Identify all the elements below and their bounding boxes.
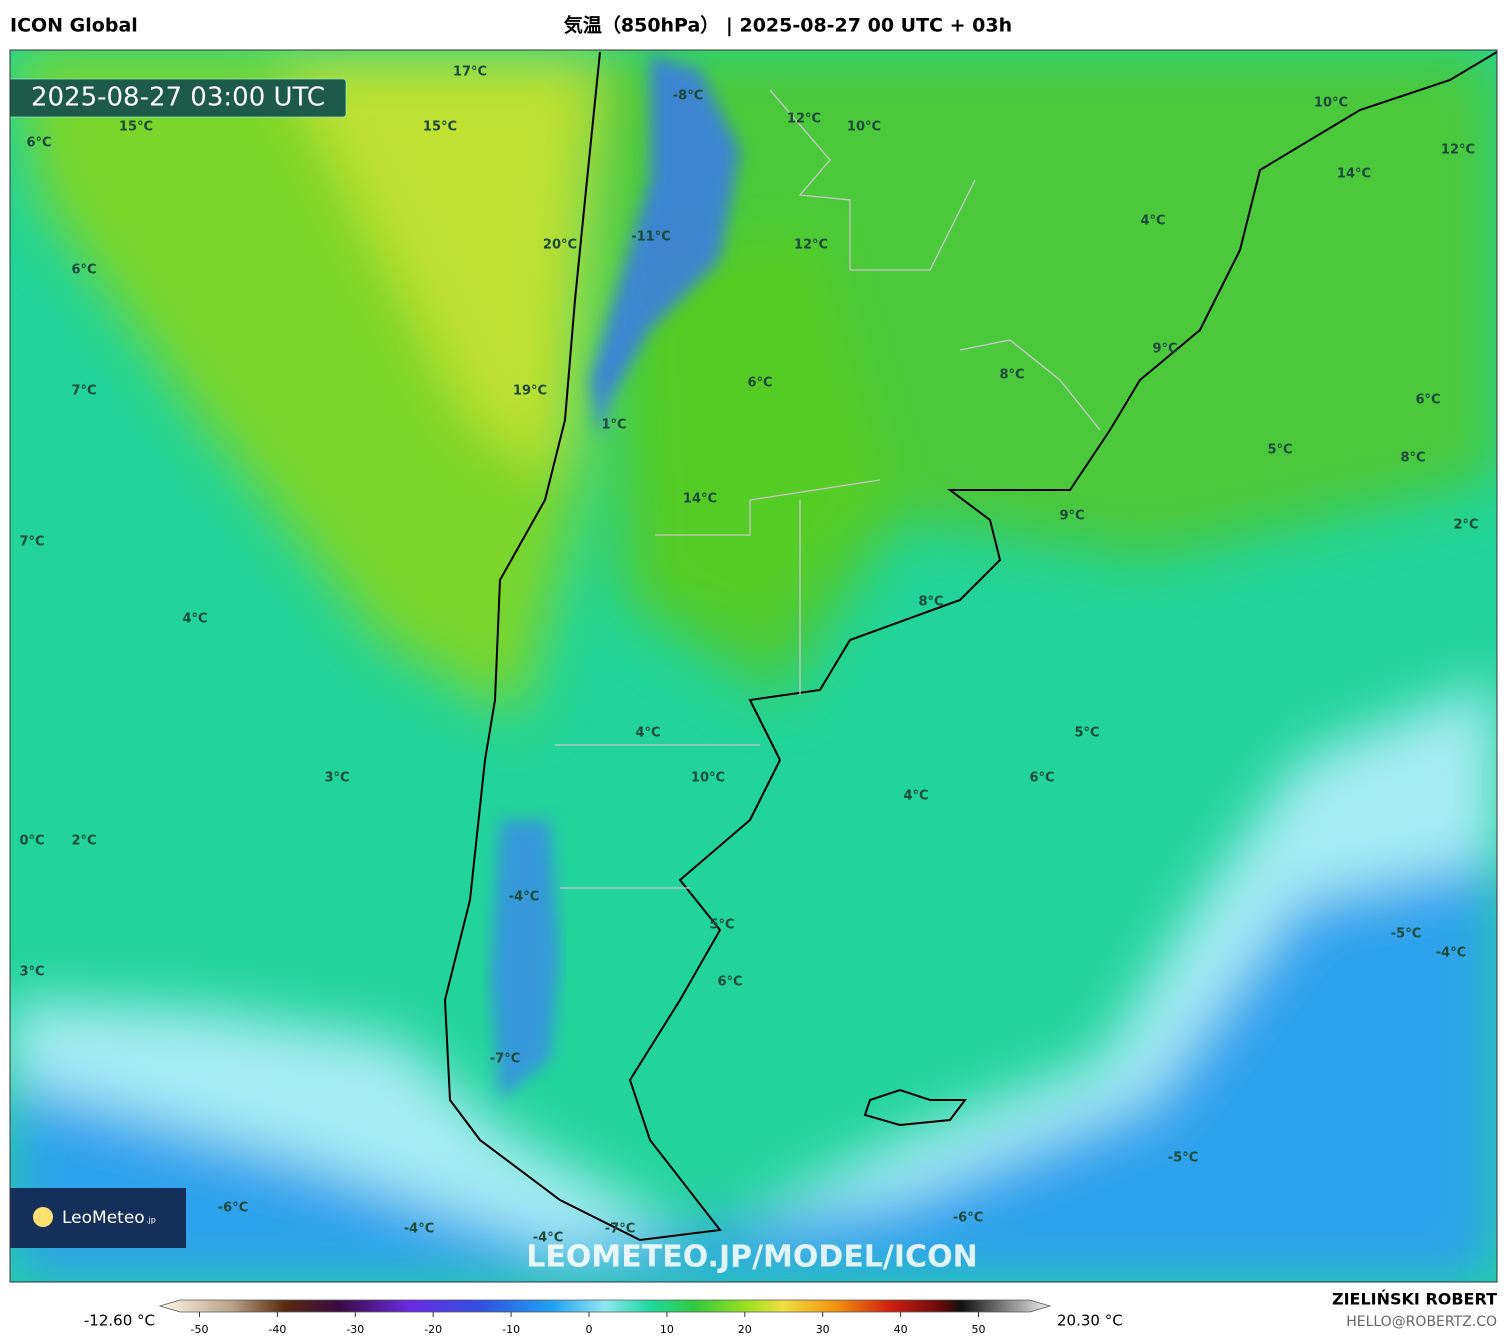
contour-label: 0°C [19,834,44,849]
left-title: ICON Global [10,15,138,37]
contour-label: 7°C [19,535,44,550]
contour-label: 5°C [709,918,734,933]
contour-label: 1°C [601,418,626,433]
map: 17°C -8°C 12°C 10°C 10°C 12°C 15°C 15°C 6°C 14°C 4… [10,50,1497,1282]
contour-label: -5°C [1391,927,1421,942]
contour-label: 8°C [999,368,1024,383]
coastline [443,51,1497,1242]
colorbar-tick-label: -10 [502,1323,520,1336]
colorbar-tick-label: 50 [972,1323,986,1336]
contour-label: 8°C [1400,451,1425,466]
contour-label: 7°C [71,384,96,399]
colorbar-tick-label: -40 [268,1323,286,1336]
contour-label: -7°C [605,1222,635,1237]
contour-label: 8°C [918,595,943,610]
logo-sun [33,1207,53,1227]
contour-label: 9°C [1059,509,1084,524]
watermark: LEOMETEO.JP/MODEL/ICON [526,1240,977,1275]
islands [863,1088,967,1127]
contour-label: 6°C [717,975,742,990]
colorbar-tick-label: 20 [738,1323,752,1336]
contour-label: 20°C [543,238,577,253]
contour-label: 14°C [683,492,717,507]
temperature-field [10,50,1497,1282]
colorbar-max: 20.30 °C [1057,1312,1123,1330]
contour-label: -8°C [673,89,703,104]
contour-labels: 17°C -8°C 12°C 10°C 10°C 12°C 15°C 15°C 6°C 14°C 4… [19,65,1478,1246]
contour-label: 3°C [324,771,349,786]
contour-label: -4°C [533,1231,563,1246]
contour-label: 19°C [513,384,547,399]
colorbar-tick-label: -20 [424,1323,442,1336]
contour-label: -5°C [1168,1151,1198,1166]
colorbar-tick-label: -50 [191,1323,209,1336]
contour-label: 5°C [1074,726,1099,741]
contour-label: 15°C [423,120,457,135]
contour-label: 6°C [1415,393,1440,408]
colorbar-tick-label: 40 [894,1323,908,1336]
contour-label: 4°C [635,726,660,741]
colorbar-tick-label: -30 [346,1323,364,1336]
timestamp-box [10,78,347,118]
colorbar-tick-label: 10 [660,1323,674,1336]
colorbar-min: -12.60 °C [84,1312,155,1330]
contour-label: 4°C [1140,214,1165,229]
timestamp: 2025-08-27 03:00 UTC [31,83,325,113]
email: HELLO@ROBERTZ.CO [1346,1314,1497,1330]
contour-label: -6°C [953,1211,983,1226]
contour-label: -4°C [509,890,539,905]
colorbar-ticks: -50 -40 -30 -20 -10 0 10 20 30 40 50 [191,1312,986,1336]
contour-label: -11°C [631,230,671,245]
contour-label: -4°C [1436,946,1466,961]
contour-label: 4°C [182,612,207,627]
contour-label: -4°C [404,1222,434,1237]
contour-label: 2°C [1453,518,1478,533]
contour-label: 6°C [71,263,96,278]
contour-label: 15°C [119,120,153,135]
logo-name: LeoMeteo [62,1208,145,1228]
contour-label: 10°C [1314,96,1348,111]
logo-suffix: .jp [146,1216,156,1225]
colorbar [158,1299,1052,1313]
contour-label: 12°C [1441,143,1475,158]
contour-label: 6°C [747,376,772,391]
contour-label: 3°C [19,965,44,980]
contour-label: 2°C [71,834,96,849]
center-title: 気温（850hPa） | 2025-08-27 00 UTC + 03h [564,14,1012,37]
colorbar-tick-label: 0 [586,1323,593,1336]
contour-label: 5°C [1267,443,1292,458]
contour-label: -7°C [490,1052,520,1067]
contour-label: 12°C [787,112,821,127]
contour-label: 10°C [691,771,725,786]
contour-label: 14°C [1337,167,1371,182]
contour-label: 10°C [847,120,881,135]
contour-label: -6°C [218,1201,248,1216]
contour-label: 4°C [903,789,928,804]
author: ZIELIŃSKI ROBERT [1332,1290,1497,1309]
contour-label: 9°C [1152,342,1177,357]
contour-label: 6°C [26,136,51,151]
contour-label: 12°C [794,238,828,253]
borders [555,89,1101,889]
colorbar-tick-label: 30 [816,1323,830,1336]
contour-label: 17°C [453,65,487,80]
map-frame [9,49,1498,1283]
contour-label: 6°C [1029,771,1054,786]
